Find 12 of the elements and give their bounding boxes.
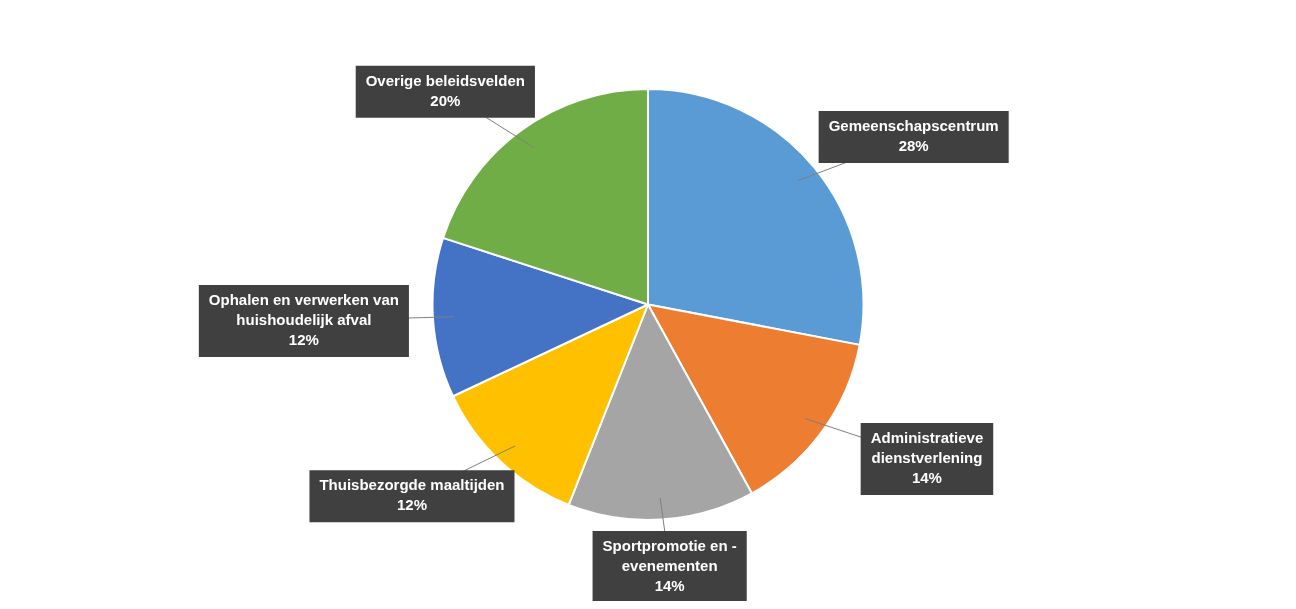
slice-label: Gemeenschapscentrum	[828, 117, 999, 135]
slice-label: Ophalen en verwerken van huishoudelijk afval	[208, 291, 399, 329]
data-label: 28%	[898, 137, 929, 155]
slice-label: Thuisbezorgde maaltijden	[319, 476, 505, 494]
slice-label: Sportpromotie en - evenementen	[602, 537, 737, 575]
data-label: 20%	[430, 91, 461, 109]
slice-label: Administratieve dienstverlening	[870, 429, 984, 467]
data-label: 12%	[396, 496, 427, 514]
slice-label: Overige beleidsvelden	[365, 71, 525, 89]
data-label: 14%	[911, 469, 942, 487]
data-label: 14%	[654, 577, 685, 595]
data-label: 12%	[288, 331, 319, 349]
